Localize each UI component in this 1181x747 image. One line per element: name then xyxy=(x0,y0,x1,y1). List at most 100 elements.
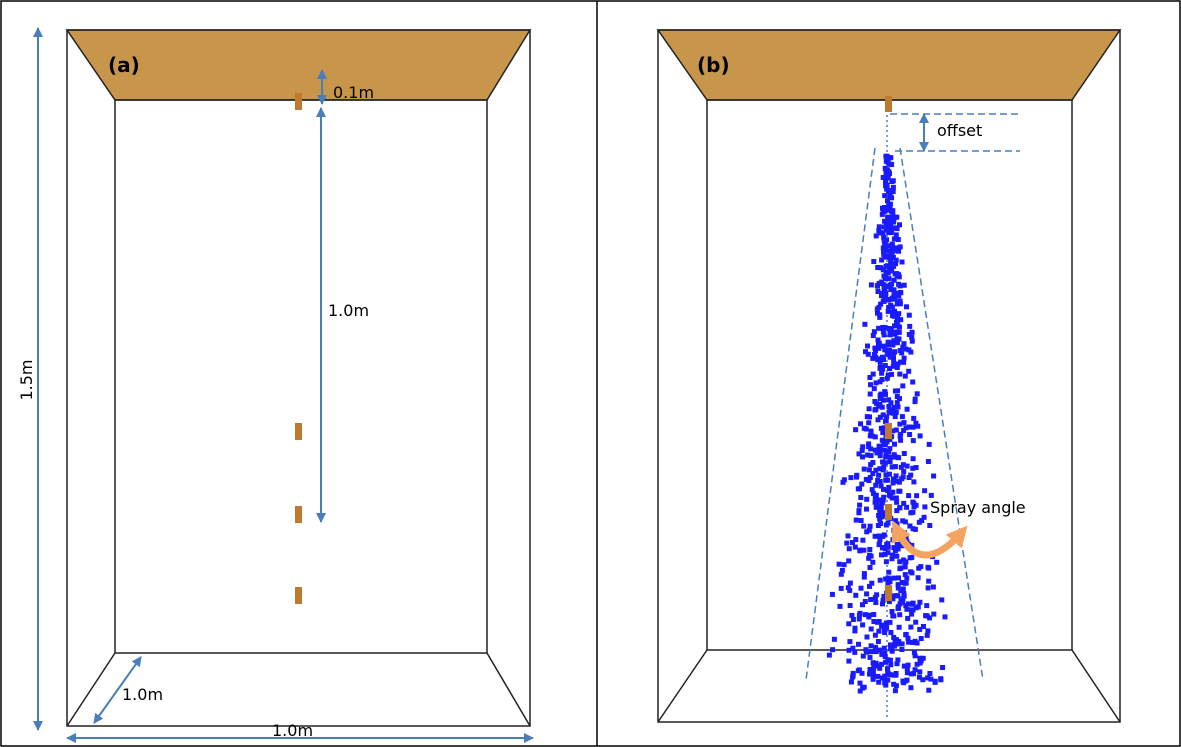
droplet xyxy=(908,685,913,690)
droplet xyxy=(886,485,891,490)
droplet xyxy=(883,180,888,185)
droplet xyxy=(906,369,911,374)
droplet xyxy=(940,665,945,670)
droplet xyxy=(896,311,901,316)
droplet xyxy=(870,434,875,439)
offset-label: offset xyxy=(937,121,982,140)
droplet xyxy=(903,374,908,379)
droplet xyxy=(876,680,881,685)
droplet xyxy=(848,475,853,480)
droplet xyxy=(886,160,891,165)
droplet xyxy=(876,639,881,644)
droplet xyxy=(874,661,879,666)
droplet xyxy=(927,523,932,528)
droplet xyxy=(897,559,902,564)
droplet xyxy=(892,594,897,599)
droplet xyxy=(914,465,919,470)
droplet xyxy=(892,278,897,283)
droplet xyxy=(889,230,894,235)
droplet xyxy=(900,641,905,646)
droplet xyxy=(896,272,901,277)
droplet xyxy=(890,313,895,318)
droplet xyxy=(856,668,861,673)
droplet xyxy=(876,473,881,478)
droplet xyxy=(867,414,872,419)
droplet xyxy=(922,504,927,509)
droplet xyxy=(870,487,875,492)
droplet xyxy=(882,205,887,210)
droplet xyxy=(917,520,922,525)
droplet xyxy=(859,586,864,591)
droplet xyxy=(895,400,900,405)
droplet xyxy=(853,593,858,598)
droplet xyxy=(889,226,894,231)
droplet xyxy=(870,356,875,361)
droplet xyxy=(878,578,883,583)
droplet xyxy=(864,529,869,534)
droplet xyxy=(877,445,882,450)
droplet xyxy=(890,208,895,213)
droplet xyxy=(904,304,909,309)
droplet xyxy=(890,649,895,654)
droplet xyxy=(911,479,916,484)
droplet xyxy=(892,442,897,447)
droplet xyxy=(859,482,864,487)
droplet xyxy=(899,647,904,652)
droplet xyxy=(857,548,862,553)
droplet xyxy=(883,275,888,280)
droplet xyxy=(881,412,886,417)
nozzle xyxy=(885,585,892,601)
droplet xyxy=(925,628,930,633)
droplet xyxy=(887,576,892,581)
droplet xyxy=(891,338,896,343)
droplet xyxy=(922,515,927,520)
droplet xyxy=(851,671,856,676)
droplet xyxy=(864,497,869,502)
nozzle xyxy=(295,423,302,440)
droplet xyxy=(913,639,918,644)
droplet xyxy=(895,365,900,370)
droplet xyxy=(925,675,930,680)
droplet xyxy=(848,581,853,586)
droplet xyxy=(904,581,909,586)
nozzle xyxy=(295,506,302,523)
droplet xyxy=(858,689,863,694)
nozzle xyxy=(295,93,302,110)
droplet xyxy=(888,642,893,647)
droplet xyxy=(871,372,876,377)
droplet xyxy=(871,677,876,682)
droplet xyxy=(885,669,890,674)
droplet xyxy=(905,670,910,675)
droplet xyxy=(867,553,872,558)
nozzle xyxy=(885,504,892,520)
droplet xyxy=(896,489,901,494)
droplet xyxy=(925,633,930,638)
droplet xyxy=(865,344,870,349)
droplet xyxy=(846,558,851,563)
edge xyxy=(67,653,115,726)
room-outer xyxy=(67,30,530,726)
droplet xyxy=(891,264,896,269)
droplet xyxy=(884,523,889,528)
droplet xyxy=(893,688,898,693)
droplet xyxy=(871,619,876,624)
droplet xyxy=(900,383,905,388)
droplet xyxy=(860,444,865,449)
droplet xyxy=(837,562,842,567)
droplet xyxy=(860,538,865,543)
droplet xyxy=(906,493,911,498)
droplet xyxy=(915,424,920,429)
page: (a) 0.1m 1.0m 1.5m 1.0m 1.0m (b) offset xyxy=(0,0,1181,747)
droplet xyxy=(906,601,911,606)
droplet xyxy=(887,366,892,371)
room-inner xyxy=(115,100,487,653)
edge xyxy=(658,650,707,722)
droplet xyxy=(898,434,903,439)
droplet xyxy=(879,258,884,263)
droplet xyxy=(868,565,873,570)
droplet xyxy=(866,441,871,446)
droplet xyxy=(871,612,876,617)
droplet xyxy=(882,193,887,198)
droplet xyxy=(916,566,921,571)
droplet xyxy=(892,350,897,355)
